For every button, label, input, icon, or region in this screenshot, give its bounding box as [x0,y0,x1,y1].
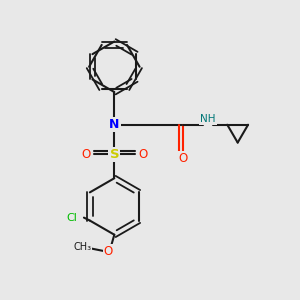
Text: O: O [138,148,147,161]
Text: O: O [104,244,113,258]
Text: CH₃: CH₃ [73,242,91,253]
Text: O: O [82,148,91,161]
Text: S: S [110,148,119,161]
Text: NH: NH [200,114,216,124]
Text: Cl: Cl [67,213,77,223]
Text: N: N [109,118,119,131]
Text: O: O [178,152,187,165]
